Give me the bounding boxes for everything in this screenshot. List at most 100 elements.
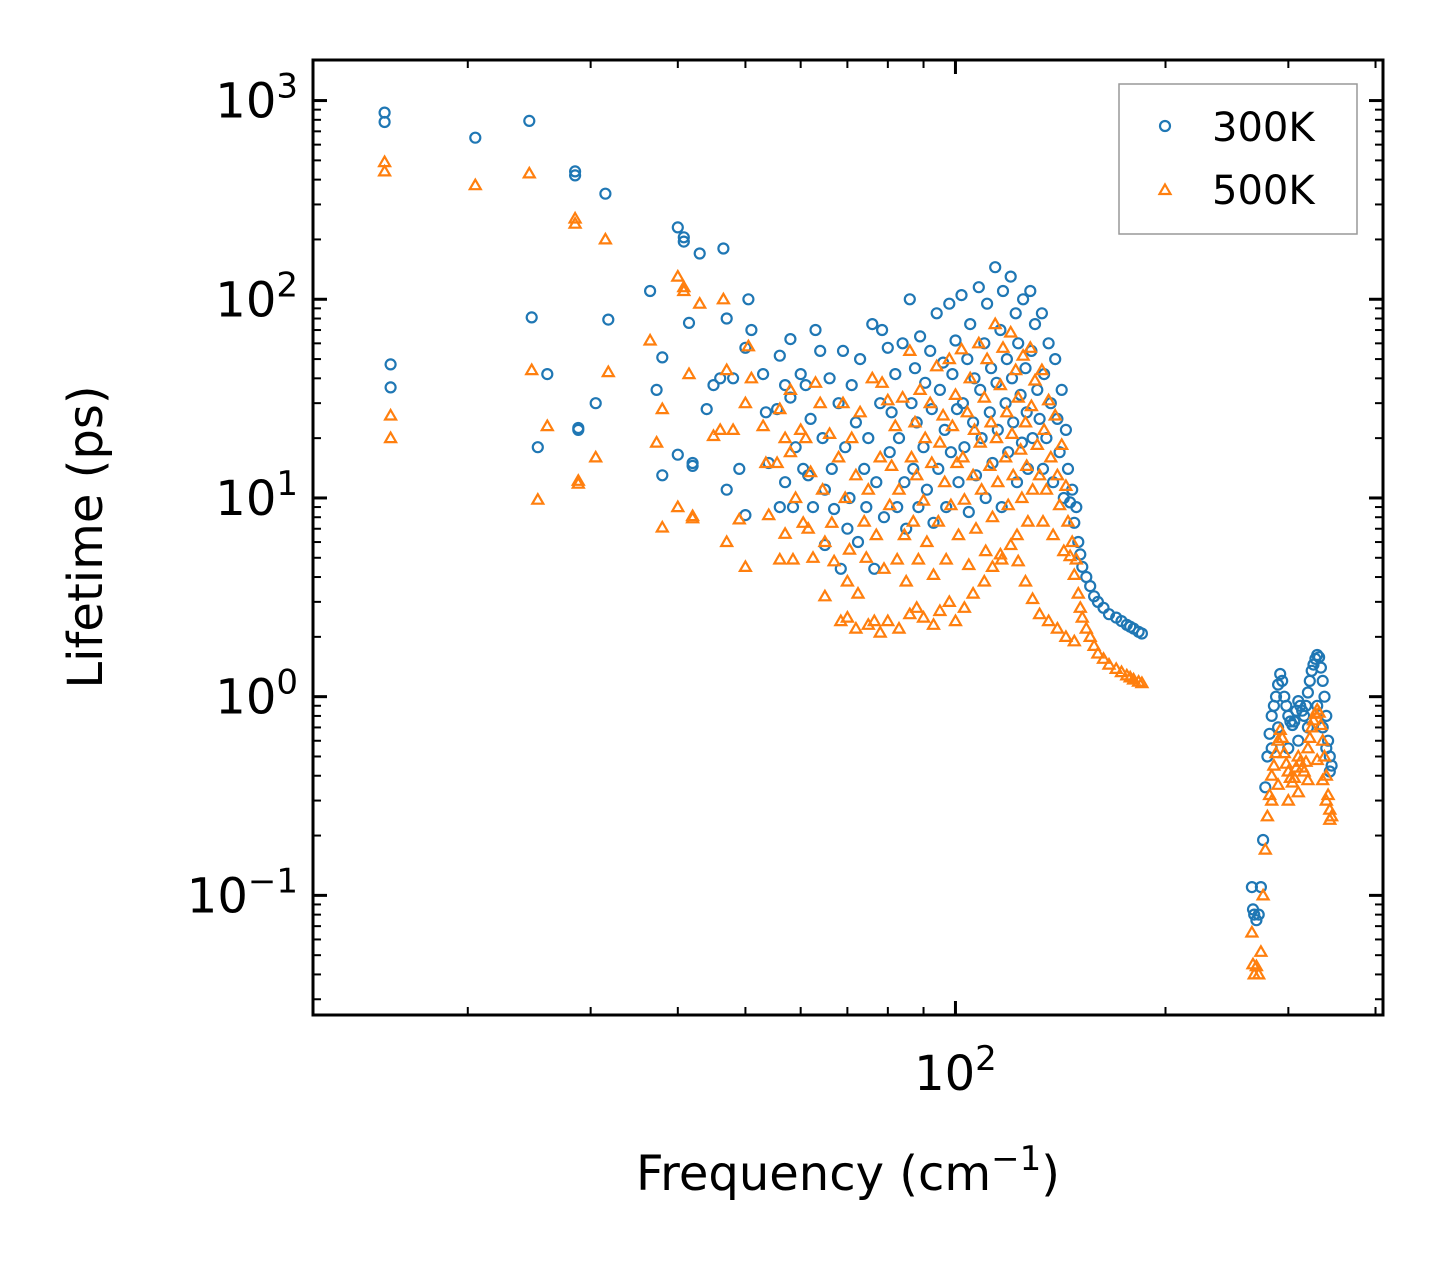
data-point bbox=[570, 476, 586, 489]
data-point bbox=[756, 368, 770, 381]
data-point bbox=[567, 210, 583, 224]
data-point bbox=[1060, 513, 1076, 527]
data-point bbox=[887, 418, 903, 432]
data-point bbox=[1019, 362, 1032, 375]
data-point bbox=[834, 562, 847, 575]
legend-box bbox=[1118, 83, 1358, 235]
data-point bbox=[670, 268, 686, 282]
data-point bbox=[904, 449, 919, 463]
data-point bbox=[909, 467, 925, 481]
data-point bbox=[720, 312, 733, 325]
data-point bbox=[841, 522, 854, 535]
y-tick-label: 101 bbox=[215, 464, 298, 527]
data-point bbox=[999, 404, 1015, 418]
data-point bbox=[733, 462, 746, 475]
x-axis-label: Frequency (cm−1) bbox=[636, 1139, 1060, 1202]
data-point bbox=[1248, 908, 1261, 921]
data-point bbox=[956, 397, 970, 410]
data-point bbox=[384, 381, 397, 394]
data-point bbox=[946, 368, 959, 381]
data-point bbox=[677, 231, 690, 244]
data-point bbox=[910, 551, 926, 565]
data-point bbox=[1269, 690, 1283, 703]
data-point bbox=[905, 397, 918, 410]
data-point bbox=[891, 501, 904, 514]
data-point bbox=[1014, 490, 1030, 504]
data-point bbox=[941, 594, 957, 608]
data-point bbox=[881, 341, 894, 354]
data-point bbox=[383, 430, 399, 444]
data-point bbox=[853, 353, 867, 366]
data-point bbox=[805, 550, 821, 563]
data-point bbox=[1045, 527, 1061, 541]
data-point bbox=[943, 497, 959, 511]
data-point bbox=[880, 613, 896, 627]
data-point bbox=[872, 449, 888, 463]
legend-label-500k: 500K bbox=[1212, 168, 1316, 214]
data-point bbox=[952, 476, 965, 489]
data-point bbox=[588, 449, 604, 463]
data-point bbox=[949, 334, 962, 347]
data-point bbox=[717, 242, 730, 255]
data-point bbox=[968, 521, 984, 534]
data-point bbox=[378, 115, 391, 129]
data-point bbox=[1086, 638, 1102, 652]
data-point bbox=[1018, 573, 1033, 587]
data-point bbox=[824, 515, 840, 528]
data-point bbox=[932, 462, 945, 475]
data-point bbox=[1068, 516, 1081, 529]
data-point bbox=[1264, 768, 1280, 781]
data-point bbox=[1054, 437, 1070, 450]
data-point bbox=[872, 624, 888, 638]
data-point bbox=[1274, 667, 1287, 681]
data-point bbox=[875, 323, 889, 337]
data-point bbox=[917, 430, 933, 444]
data-point bbox=[1010, 553, 1026, 567]
data-point bbox=[916, 492, 931, 506]
data-point bbox=[1027, 372, 1043, 386]
data-point bbox=[956, 492, 972, 505]
data-point bbox=[642, 332, 658, 346]
data-point bbox=[1029, 437, 1045, 450]
data-point bbox=[1311, 648, 1324, 662]
data-point bbox=[1000, 497, 1016, 511]
data-point bbox=[1266, 757, 1282, 771]
data-point bbox=[851, 535, 865, 549]
data-point bbox=[570, 473, 586, 486]
data-point bbox=[835, 395, 851, 409]
data-point bbox=[670, 499, 686, 513]
data-point bbox=[864, 370, 880, 384]
data-point bbox=[671, 448, 684, 461]
data-points bbox=[377, 106, 1340, 980]
data-point bbox=[682, 316, 696, 329]
data-point bbox=[837, 490, 853, 504]
data-point bbox=[940, 501, 953, 514]
data-point bbox=[994, 323, 1007, 337]
data-point bbox=[1270, 733, 1286, 746]
data-point bbox=[714, 372, 727, 385]
data-point bbox=[1004, 270, 1017, 283]
data-point bbox=[856, 513, 872, 527]
data-point bbox=[858, 550, 874, 563]
data-point bbox=[992, 377, 1008, 391]
data-point bbox=[937, 474, 953, 488]
data-point bbox=[860, 482, 876, 495]
data-point bbox=[933, 383, 947, 396]
data-point bbox=[892, 432, 906, 445]
data-point bbox=[745, 323, 758, 337]
data-point bbox=[1286, 770, 1302, 784]
data-point bbox=[1256, 833, 1270, 847]
data-point bbox=[862, 432, 875, 445]
data-point bbox=[876, 561, 892, 574]
data-point bbox=[1068, 551, 1084, 565]
data-point bbox=[726, 372, 740, 385]
data-point bbox=[719, 362, 735, 376]
data-point bbox=[927, 516, 940, 529]
data-point bbox=[803, 464, 819, 478]
data-point bbox=[944, 446, 958, 459]
data-point bbox=[1003, 324, 1019, 338]
data-point bbox=[1314, 661, 1328, 674]
data-point bbox=[874, 375, 890, 388]
data-point bbox=[1056, 543, 1072, 557]
data-point bbox=[1042, 337, 1055, 350]
